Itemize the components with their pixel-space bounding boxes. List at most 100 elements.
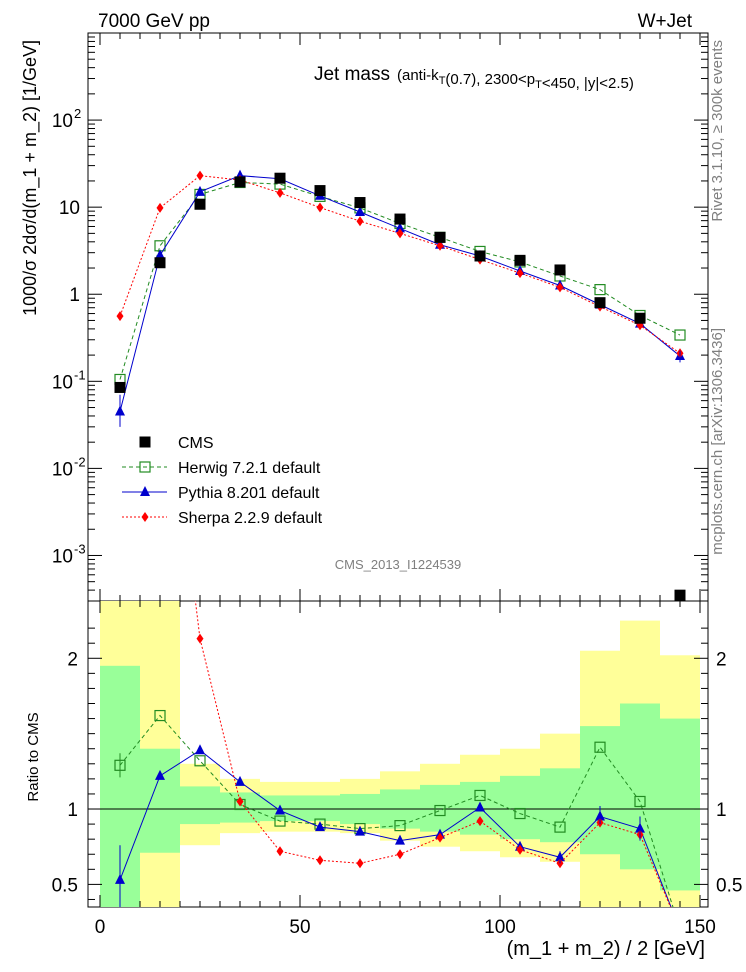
- data-point: [594, 297, 606, 309]
- data-point: [156, 202, 164, 213]
- data-point: [674, 329, 686, 341]
- rivet-label: Rivet 3.1.10, ≥ 300k events: [709, 40, 726, 222]
- y-tick-exponent: -1: [74, 367, 86, 382]
- band-inner-5: [300, 795, 340, 822]
- legend-entry-cms: CMS: [139, 435, 214, 452]
- data-point: [556, 282, 564, 293]
- ratio-data-point: [355, 825, 365, 836]
- ratio-uncertainty-bands: [100, 601, 700, 907]
- data-point: [154, 257, 166, 269]
- ratio-data-point: [157, 307, 164, 317]
- series-line: [119, 181, 681, 380]
- data-point: [554, 264, 566, 276]
- data-point: [194, 198, 206, 210]
- ratio-y-tick-label: 1: [67, 800, 78, 821]
- ratio-data-point: [677, 925, 684, 935]
- ratio-data-point: [475, 801, 485, 812]
- legend-marker: [139, 461, 151, 473]
- ratio-data-point: [236, 796, 244, 807]
- legend: CMS Herwig 7.2.1 default Pythia 8.201 defa…: [122, 435, 323, 527]
- ratio-data-point: [476, 816, 484, 827]
- data-point: [114, 381, 126, 393]
- ratio-panel: [87, 600, 709, 908]
- data-point: [116, 311, 124, 322]
- data-point: [274, 172, 286, 184]
- data-point: [514, 254, 526, 266]
- band-inner-10: [500, 775, 540, 840]
- data-point: [195, 185, 205, 196]
- legend-label: CMS: [178, 435, 214, 452]
- legend-marker: [140, 486, 150, 496]
- data-point: [355, 205, 365, 216]
- data-point: [276, 187, 284, 198]
- ratio-y-axis-ticks: 0.5 0.5 1 1 2 2: [52, 627, 742, 900]
- ratio-y-tick-label-right: 1: [716, 800, 727, 821]
- ratio-y-axis-label: Ratio to CMS: [25, 712, 42, 801]
- band-inner-13: [620, 703, 660, 870]
- data-point: [594, 284, 606, 296]
- ratio-data-point: [356, 858, 364, 869]
- ratio-y-tick-label-right: 2: [716, 649, 727, 670]
- legend-label: Pythia 8.201 default: [178, 485, 320, 502]
- ratio-y-tick-label: 2: [67, 649, 78, 670]
- ratio-data-point: [196, 633, 204, 644]
- data-point: [436, 240, 444, 251]
- legend-marker: [139, 436, 151, 448]
- y-tick-label: 10: [52, 546, 73, 567]
- main-y-axis-label: 1000/σ 2dσ/d(m_1 + m_2) [1/GeV]: [20, 40, 41, 316]
- ratio-frame: [87, 600, 709, 908]
- y-tick-label: 10: [52, 459, 73, 480]
- ratio-y-tick-label: 0.5: [52, 875, 78, 896]
- mcplots-label: mcplots.cern.ch [arXiv:1306.3436]: [709, 328, 726, 555]
- data-point: [234, 176, 246, 188]
- data-point: [395, 222, 405, 233]
- legend-label: Herwig 7.2.1 default: [178, 460, 321, 477]
- y-tick-exponent: -3: [74, 541, 86, 556]
- data-point: [196, 170, 204, 181]
- ratio-data-point: [154, 709, 166, 722]
- data-point: [314, 185, 326, 197]
- y-tick-label: 10: [59, 198, 80, 219]
- ratio-data-point: [634, 795, 646, 808]
- header-right: W+Jet: [638, 11, 693, 32]
- error-bars: [119, 350, 681, 427]
- y-tick-label: 1: [69, 285, 80, 306]
- ratio-data-point: [554, 821, 566, 833]
- band-inner-2: [180, 786, 220, 825]
- legend-marker: [141, 512, 149, 522]
- x-tick-label: 100: [484, 917, 516, 938]
- data-point: [155, 249, 165, 260]
- ratio-data-point: [194, 755, 206, 767]
- ratio-series-sherpa: [157, 307, 684, 935]
- ratio-data-point: [274, 815, 286, 827]
- data-point: [434, 231, 446, 243]
- ratio-data-point: [594, 741, 606, 753]
- data-point: [316, 202, 324, 213]
- ratio-data-point: [474, 789, 486, 802]
- data-point: [474, 250, 486, 262]
- ratio-data-point: [155, 769, 165, 780]
- data-point: [394, 213, 406, 225]
- series-cms: [114, 172, 686, 601]
- ratio-data-point: [436, 832, 444, 843]
- y-tick-label: 10: [52, 372, 73, 393]
- ratio-data-point: [195, 744, 205, 755]
- header-left: 7000 GeV pp: [98, 11, 210, 32]
- ratio-error-bars: [119, 753, 641, 907]
- ratio-data-point: [394, 820, 406, 832]
- ratio-data-point: [514, 807, 526, 820]
- legend-label: Sherpa 2.2.9 default: [178, 510, 323, 527]
- legend-entry-sherpa: Sherpa 2.2.9 default: [122, 510, 323, 527]
- data-point: [396, 228, 404, 239]
- ratio-data-point: [316, 855, 324, 866]
- data-point: [516, 268, 524, 279]
- y-tick-exponent: 2: [74, 106, 81, 121]
- ratio-data-point: [395, 834, 405, 845]
- ratio-data-point: [275, 804, 285, 815]
- chart-title: Jet mass: [314, 64, 390, 85]
- x-tick-label: 0: [95, 917, 106, 938]
